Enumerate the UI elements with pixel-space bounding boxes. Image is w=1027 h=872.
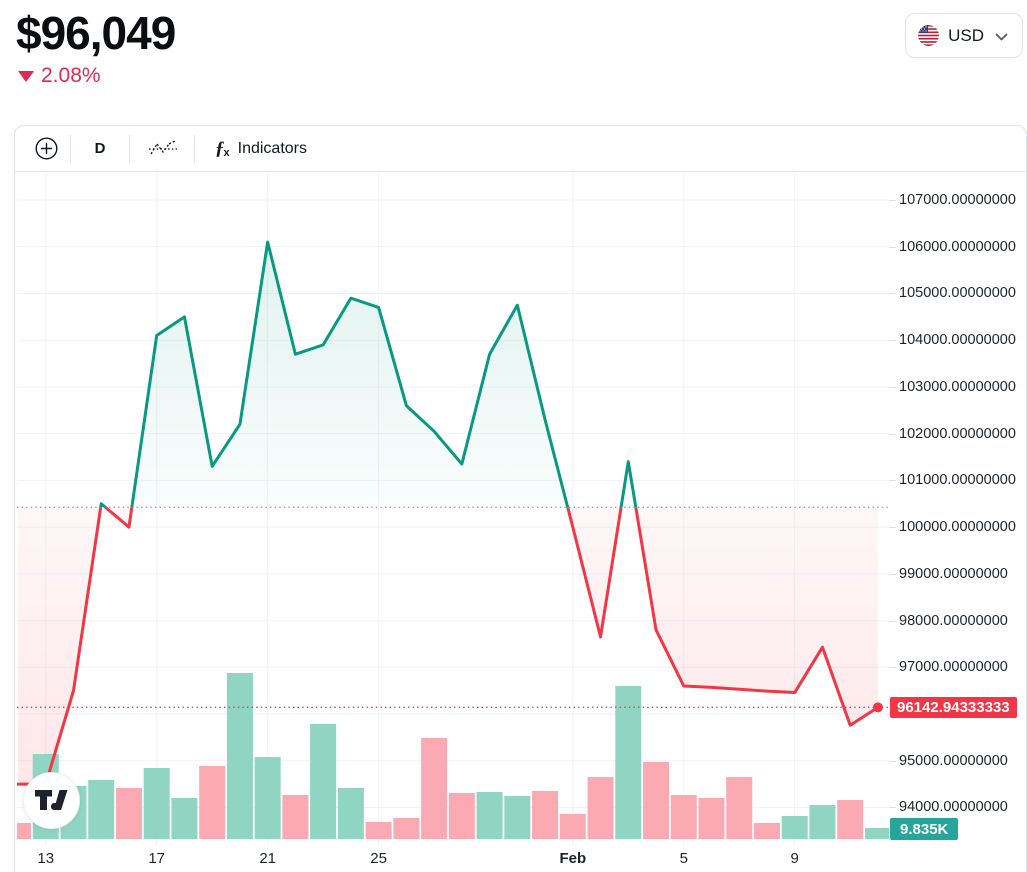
price-axis-tick: [889, 480, 896, 482]
price-axis-label: 104000.00000000: [899, 332, 1016, 349]
price-axis-label: 106000.00000000: [899, 238, 1016, 255]
price-axis-tick: [889, 340, 896, 342]
tradingview-logo[interactable]: [23, 772, 80, 829]
price-axis-label: 102000.00000000: [899, 425, 1016, 442]
toolbar-divider: [194, 134, 195, 163]
date-axis-label: Feb: [559, 850, 587, 867]
fx-icon: ƒ: [215, 137, 225, 159]
price-axis-tick: [889, 760, 896, 762]
price-axis-label: 99000.00000000: [899, 565, 1008, 582]
date-axis[interactable]: 13 17 21 25 Feb 5 9: [15, 846, 889, 872]
interval-button[interactable]: D: [94, 140, 106, 157]
price-axis-label: 103000.00000000: [899, 378, 1016, 395]
date-axis-label: 13: [37, 850, 55, 867]
date-axis-label: 21: [259, 850, 276, 867]
toolbar-divider: [70, 134, 71, 163]
chart-style-button[interactable]: [142, 132, 184, 166]
chevron-down-icon: [995, 26, 1008, 46]
price-chart-plot-area[interactable]: [17, 172, 889, 846]
fx-icon-sub: x: [223, 147, 230, 159]
price-axis-tick: [889, 527, 896, 529]
date-axis-label: 17: [148, 850, 166, 867]
price-axis[interactable]: 107000.00000000 106000.00000000 105000.000…: [889, 172, 1027, 846]
price-axis-label: 100000.00000000: [899, 519, 1016, 536]
price-axis-label: 107000.00000000: [899, 192, 1016, 208]
us-flag-icon: [918, 25, 940, 46]
tradingview-logo-icon: [35, 790, 68, 811]
price-axis-tick: [889, 200, 896, 201]
price-change-value: 2.08%: [41, 64, 101, 87]
price-axis-tick: [889, 667, 896, 669]
price-change: 2.08%: [18, 64, 101, 88]
date-axis-label: 25: [370, 850, 387, 867]
price-axis-tick: [889, 433, 896, 435]
volume-badge: 9.835K: [890, 818, 959, 840]
price-axis-label: 98000.00000000: [899, 612, 1008, 629]
plus-circle-icon: [34, 137, 58, 160]
price-axis-label: 101000.00000000: [899, 472, 1016, 489]
price-axis-tick: [889, 293, 896, 295]
add-symbol-button[interactable]: [28, 132, 64, 166]
date-axis-label: 9: [790, 850, 799, 867]
current-price-badge: 96142.94333333: [890, 697, 1017, 719]
down-arrow-icon: [18, 70, 34, 82]
currency-label: USD: [948, 25, 984, 45]
price-axis-tick: [889, 386, 896, 388]
page-title-price: $96,049: [16, 7, 176, 59]
price-axis-label: 94000.00000000: [899, 799, 1008, 816]
price-axis-tick: [889, 807, 896, 809]
price-axis-label: 97000.00000000: [899, 659, 1008, 676]
indicators-label: Indicators: [237, 139, 307, 157]
currency-selector-button[interactable]: USD: [905, 13, 1023, 58]
price-axis-label: 95000.00000000: [899, 752, 1008, 769]
baseline-style-icon: [149, 139, 177, 154]
date-axis-label: 5: [679, 850, 688, 867]
price-axis-label: 105000.00000000: [899, 285, 1016, 302]
price-axis-tick: [889, 246, 896, 248]
toolbar-divider: [129, 134, 130, 163]
price-axis-tick: [889, 573, 896, 575]
price-axis-tick: [889, 620, 896, 622]
